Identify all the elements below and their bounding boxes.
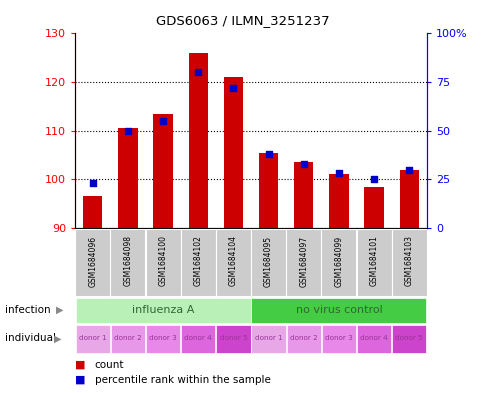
Text: influenza A: influenza A xyxy=(132,305,194,315)
Point xyxy=(229,85,237,91)
Text: GDS6063 / ILMN_3251237: GDS6063 / ILMN_3251237 xyxy=(155,14,329,27)
Text: no virus control: no virus control xyxy=(295,305,381,315)
Bar xyxy=(399,169,418,228)
Point xyxy=(405,166,412,173)
Bar xyxy=(216,325,250,353)
Bar xyxy=(110,325,145,353)
Text: donor 5: donor 5 xyxy=(219,335,247,342)
Text: donor 2: donor 2 xyxy=(289,335,317,342)
Bar xyxy=(181,229,215,296)
Bar xyxy=(223,77,242,228)
Bar xyxy=(293,162,313,228)
Point xyxy=(89,180,96,186)
Text: donor 3: donor 3 xyxy=(324,335,352,342)
Text: individual: individual xyxy=(5,333,56,343)
Bar xyxy=(321,229,356,296)
Bar xyxy=(251,325,285,353)
Text: percentile rank within the sample: percentile rank within the sample xyxy=(94,375,270,385)
Text: GSM1684104: GSM1684104 xyxy=(228,235,238,286)
Text: ■: ■ xyxy=(75,360,86,370)
Bar xyxy=(145,229,180,296)
Text: GSM1684096: GSM1684096 xyxy=(88,235,97,286)
Text: GSM1684101: GSM1684101 xyxy=(369,235,378,286)
Bar xyxy=(146,325,180,353)
Bar xyxy=(286,325,320,353)
Point xyxy=(299,161,307,167)
Bar xyxy=(251,229,286,296)
Bar xyxy=(188,53,208,228)
Text: donor 4: donor 4 xyxy=(360,335,387,342)
Bar xyxy=(76,298,250,323)
Bar xyxy=(321,325,355,353)
Point xyxy=(264,151,272,157)
Bar xyxy=(251,298,425,323)
Text: GSM1684103: GSM1684103 xyxy=(404,235,413,286)
Bar xyxy=(110,229,145,296)
Text: donor 2: donor 2 xyxy=(114,335,141,342)
Text: GSM1684100: GSM1684100 xyxy=(158,235,167,286)
Bar xyxy=(75,229,110,296)
Text: GSM1684095: GSM1684095 xyxy=(263,235,272,286)
Bar xyxy=(258,152,278,228)
Text: donor 1: donor 1 xyxy=(254,335,282,342)
Bar xyxy=(215,229,250,296)
Text: infection: infection xyxy=(5,305,50,315)
Text: donor 1: donor 1 xyxy=(79,335,106,342)
Point xyxy=(369,176,377,182)
Text: donor 3: donor 3 xyxy=(149,335,177,342)
Text: GSM1684102: GSM1684102 xyxy=(193,235,202,286)
Text: donor 5: donor 5 xyxy=(394,335,422,342)
Bar xyxy=(153,114,172,228)
Bar xyxy=(356,325,391,353)
Bar xyxy=(118,128,137,228)
Bar xyxy=(76,325,110,353)
Point xyxy=(124,127,132,134)
Bar xyxy=(391,229,426,296)
Bar xyxy=(83,196,102,228)
Text: ▶: ▶ xyxy=(56,305,63,315)
Point xyxy=(159,118,166,124)
Bar xyxy=(181,325,215,353)
Bar xyxy=(329,174,348,228)
Bar xyxy=(363,187,383,228)
Point xyxy=(334,170,342,176)
Bar xyxy=(286,229,320,296)
Text: GSM1684098: GSM1684098 xyxy=(123,235,132,286)
Text: donor 4: donor 4 xyxy=(184,335,212,342)
Text: ▶: ▶ xyxy=(54,333,61,343)
Text: ■: ■ xyxy=(75,375,86,385)
Bar xyxy=(391,325,425,353)
Text: GSM1684097: GSM1684097 xyxy=(299,235,308,286)
Text: count: count xyxy=(94,360,124,370)
Text: GSM1684099: GSM1684099 xyxy=(333,235,343,286)
Point xyxy=(194,69,202,75)
Bar xyxy=(356,229,391,296)
